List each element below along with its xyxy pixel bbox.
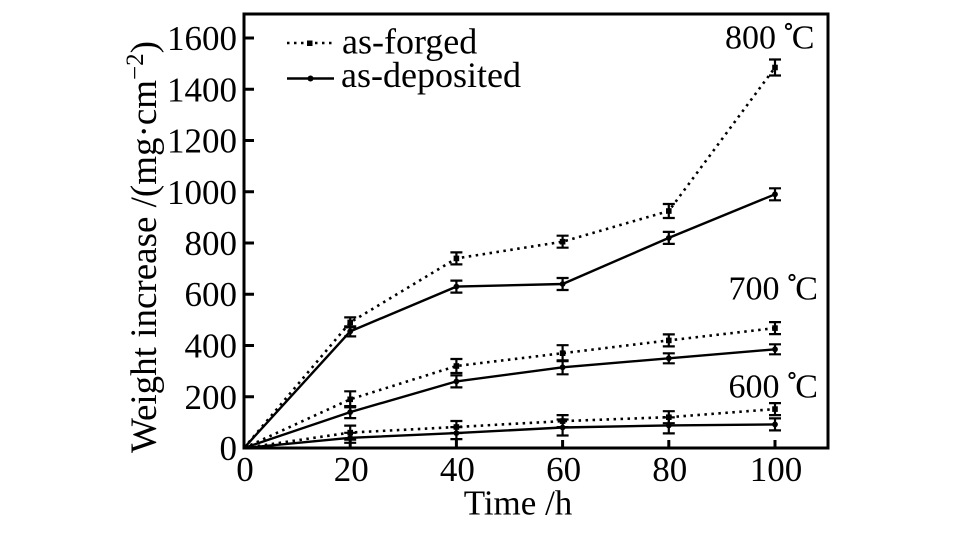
svg-text:C: C — [795, 369, 818, 406]
svg-text:100: 100 — [750, 450, 803, 489]
svg-text:60: 60 — [546, 450, 581, 489]
svg-text:800: 800 — [185, 224, 238, 263]
svg-text:C: C — [795, 271, 818, 308]
svg-text:200: 200 — [185, 378, 238, 417]
svg-text:1000: 1000 — [167, 173, 237, 212]
svg-text:40: 40 — [440, 450, 475, 489]
svg-text:0: 0 — [236, 450, 254, 489]
svg-text:80: 80 — [652, 450, 687, 489]
svg-text:600: 600 — [729, 369, 780, 406]
svg-text:as-forged: as-forged — [342, 22, 477, 62]
svg-text:Weight increase /(mg·cm−2): Weight increase /(mg·cm−2) — [122, 41, 165, 453]
svg-text:1600: 1600 — [167, 19, 237, 58]
svg-text:0: 0 — [220, 429, 238, 468]
svg-text:C: C — [792, 20, 815, 57]
svg-text:1200: 1200 — [167, 122, 237, 161]
svg-text:700: 700 — [729, 271, 780, 308]
svg-text:800: 800 — [725, 20, 776, 57]
svg-text:Time /h: Time /h — [464, 484, 573, 523]
svg-text:400: 400 — [185, 327, 238, 366]
svg-text:600: 600 — [185, 275, 238, 314]
svg-text:1400: 1400 — [167, 70, 237, 109]
svg-text:as-deposited: as-deposited — [341, 55, 521, 95]
svg-text:20: 20 — [334, 450, 369, 489]
